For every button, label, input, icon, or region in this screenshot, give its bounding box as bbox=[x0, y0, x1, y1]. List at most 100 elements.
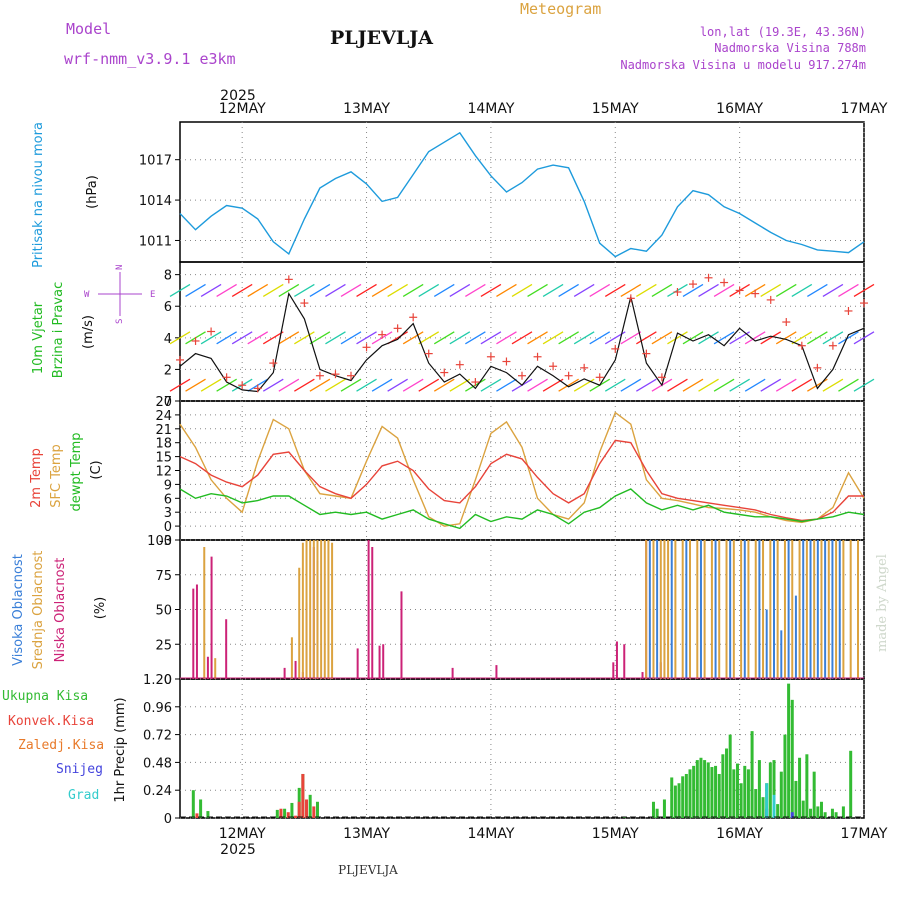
legend-graupel: Grad bbox=[68, 788, 99, 803]
precip-bar bbox=[798, 757, 802, 818]
y-tick-label: 2 bbox=[164, 363, 172, 378]
wind-barb bbox=[294, 378, 315, 392]
wind-barb bbox=[620, 378, 642, 392]
wind-barb bbox=[853, 283, 875, 297]
precip-bar bbox=[312, 806, 316, 818]
precip-bar bbox=[275, 809, 279, 818]
precip-bar bbox=[823, 812, 827, 818]
watermark: made by Angel bbox=[875, 554, 890, 652]
precip-bar bbox=[655, 808, 659, 818]
day-label-top: 17MAY bbox=[841, 101, 888, 117]
wind-barb bbox=[169, 283, 191, 297]
y-tick-label: -3 bbox=[159, 534, 172, 549]
wind-barb bbox=[200, 283, 222, 297]
chart-marks bbox=[169, 131, 875, 818]
precip-bar bbox=[841, 806, 845, 818]
precip-bar bbox=[830, 808, 834, 818]
wind-compass: N S W E bbox=[84, 265, 155, 324]
y-tick-label: 1.20 bbox=[143, 673, 172, 688]
wind-barb bbox=[713, 283, 735, 297]
wind-barb bbox=[496, 283, 517, 297]
precip-bar bbox=[794, 780, 798, 818]
y-tick-label: 0 bbox=[164, 812, 172, 827]
wind-barb bbox=[822, 283, 844, 297]
y-tick-label: 1014 bbox=[139, 194, 172, 209]
wind-barb bbox=[325, 283, 346, 297]
precip-bar bbox=[739, 783, 743, 818]
wind-barb bbox=[807, 331, 828, 345]
precip-bar bbox=[790, 812, 794, 818]
wind-barb bbox=[838, 378, 859, 392]
precip-bar bbox=[816, 806, 820, 818]
temp-title: 2m Temp bbox=[29, 448, 44, 508]
precip-bar bbox=[812, 771, 816, 818]
y-tick-label: 21 bbox=[155, 423, 172, 438]
wind-barb bbox=[480, 283, 502, 297]
temp-unit: (C) bbox=[89, 460, 104, 479]
wind-barb bbox=[558, 283, 579, 297]
wind-barb bbox=[651, 331, 673, 345]
altitude-label: Nadmorska Visina 788m bbox=[714, 41, 866, 55]
panel-frame-4 bbox=[179, 678, 865, 819]
wind-barb bbox=[433, 283, 455, 297]
wind-barb bbox=[667, 378, 688, 392]
wind-barb bbox=[231, 331, 253, 345]
precip-unit: 1hr Precip (mm) bbox=[113, 697, 128, 802]
precip-bar bbox=[765, 783, 769, 818]
wind-barb bbox=[511, 331, 533, 345]
precip-bar bbox=[783, 734, 787, 818]
wind-barb bbox=[309, 283, 331, 297]
y-tick-label: 15 bbox=[155, 451, 172, 466]
precip-bar bbox=[286, 812, 290, 818]
wind-barb bbox=[558, 331, 579, 345]
wind-barb bbox=[418, 283, 440, 297]
y-tick-label: 0.72 bbox=[143, 729, 172, 744]
wind-barb bbox=[713, 331, 735, 345]
wind-barb bbox=[527, 283, 548, 297]
cloud-unit: (%) bbox=[93, 597, 108, 620]
wind-barb bbox=[542, 283, 564, 297]
wind-barb bbox=[604, 283, 626, 297]
wind-barb bbox=[682, 283, 704, 297]
wind-barb bbox=[262, 331, 284, 345]
precip-bar bbox=[191, 790, 195, 818]
wind-barb bbox=[760, 378, 782, 392]
wind-barb bbox=[760, 283, 782, 297]
precip-bar bbox=[732, 769, 736, 818]
precip-bar bbox=[728, 734, 732, 818]
wind-barb bbox=[185, 378, 206, 392]
wind-barb bbox=[838, 331, 859, 345]
station-title: PLJEVLJA bbox=[330, 27, 433, 49]
y-tick-label: 75 bbox=[155, 569, 172, 584]
wind-barb bbox=[216, 331, 237, 345]
wind-barb bbox=[465, 331, 486, 345]
precip-bar bbox=[787, 683, 791, 818]
panel-frame-0 bbox=[179, 121, 865, 263]
wind-barb bbox=[294, 283, 315, 297]
wind-barb bbox=[480, 378, 502, 392]
wind-barb bbox=[402, 331, 424, 345]
wind-barb bbox=[340, 283, 362, 297]
wind-barb bbox=[589, 331, 611, 345]
wind-barb bbox=[527, 331, 548, 345]
precip-bar bbox=[283, 808, 287, 818]
day-label-bottom: 12MAY bbox=[219, 826, 266, 842]
wind-barb bbox=[651, 283, 673, 297]
wind-barb bbox=[589, 283, 611, 297]
wind-barb bbox=[216, 378, 237, 392]
precip-bar bbox=[790, 699, 794, 818]
model-name: wrf-nmm_v3.9.1 e3km bbox=[64, 50, 236, 68]
wind-title: 10m Vjetar bbox=[31, 301, 46, 374]
wind-barb bbox=[465, 283, 486, 297]
sfc-temp-line bbox=[179, 411, 865, 527]
wind-barb bbox=[853, 331, 875, 345]
wind-barb bbox=[371, 378, 393, 392]
y-tick-label: 6 bbox=[164, 492, 172, 507]
wind-barb bbox=[402, 378, 424, 392]
wind-barb bbox=[200, 378, 222, 392]
wind-barb bbox=[496, 378, 517, 392]
precip-bar bbox=[651, 801, 655, 818]
wind-barb bbox=[729, 378, 750, 392]
wind-barb bbox=[558, 378, 579, 392]
dewpoint-line bbox=[179, 488, 865, 530]
